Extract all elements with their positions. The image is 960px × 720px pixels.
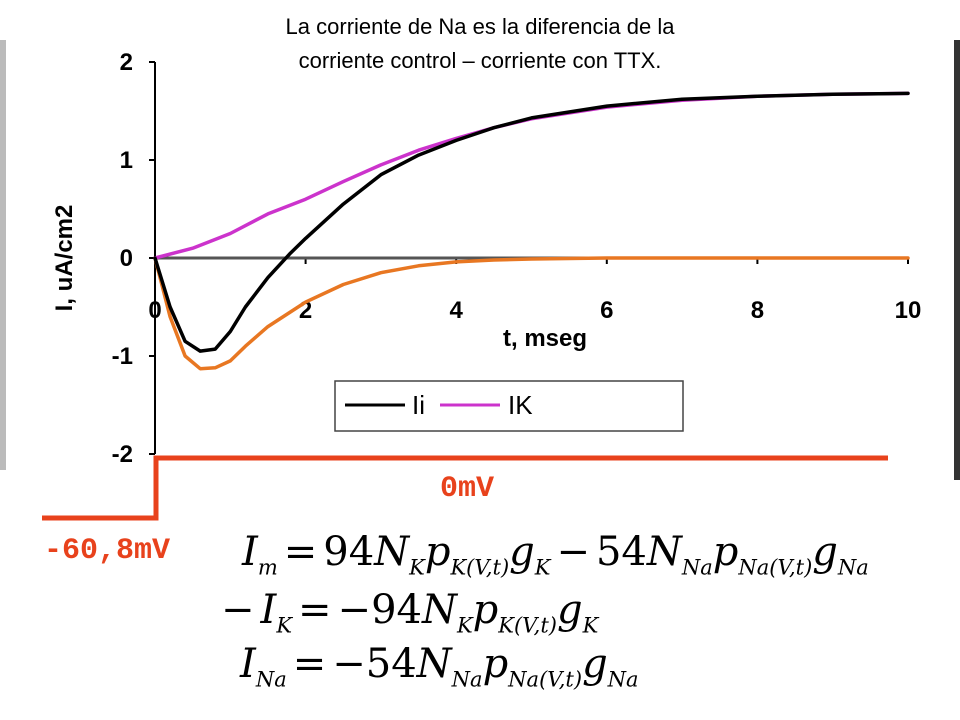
- x-tick-label: 8: [751, 297, 764, 324]
- voltage-label-high: 0mV: [440, 472, 495, 506]
- equation-im: Im = 94NKpK(V,t)gK −54NNapNa(V,t)gNa: [242, 529, 869, 580]
- series-ii-line: [153, 91, 910, 353]
- title-line-2: corriente control – corriente con TTX.: [298, 48, 662, 73]
- slide-title: La corriente de Na es la diferencia de l…: [160, 10, 800, 78]
- chart-left-bar: [0, 40, 6, 470]
- chart-right-bar: [954, 40, 960, 480]
- y-axis-label: I, uA/cm2: [51, 205, 78, 312]
- axes-group: 210-1-20 2 4 6 8 10: [112, 49, 922, 468]
- equation-ina: INa = −54NNapNa(V,t)gNa: [240, 641, 639, 692]
- x-tick-label: 10: [895, 297, 922, 324]
- y-tick-label: -1: [112, 343, 133, 370]
- series-na-current-line: [153, 256, 910, 371]
- y-tick-label: 1: [120, 147, 133, 174]
- voltage-label-low: -60,8mV: [44, 534, 171, 568]
- x-tick-label: 6: [600, 297, 613, 324]
- equation-ik: − IK = −94NKpK(V,t)gK: [221, 587, 599, 638]
- legend-label-ii: Ii: [412, 390, 425, 420]
- x-tick-label: 4: [450, 297, 464, 324]
- y-tick-label: -2: [112, 441, 133, 468]
- legend: Ii IK: [334, 380, 684, 432]
- x-tick-label: 0: [148, 297, 161, 324]
- legend-label-ik: IK: [508, 390, 533, 420]
- series-group: [153, 91, 910, 371]
- title-line-1: La corriente de Na es la diferencia de l…: [285, 14, 675, 39]
- x-axis-label: t, mseg: [503, 325, 587, 352]
- y-tick-label: 0: [120, 245, 133, 272]
- voltage-step-trace: [42, 455, 888, 521]
- y-tick-label: 2: [120, 49, 133, 76]
